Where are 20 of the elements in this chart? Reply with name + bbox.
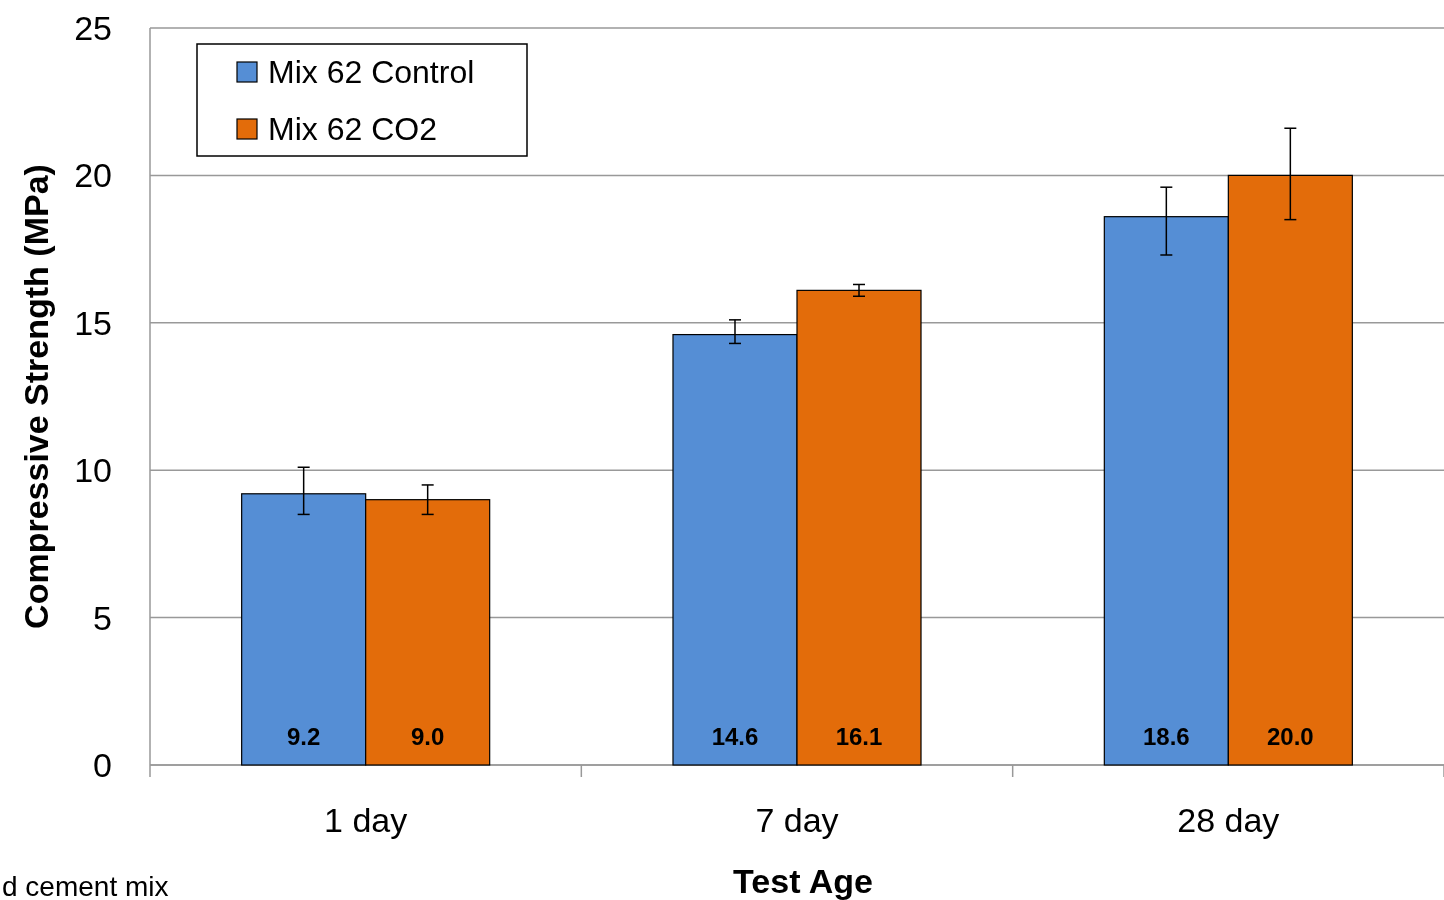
- data-label: 14.6: [711, 723, 759, 750]
- y-tick-label: 5: [93, 598, 112, 637]
- y-tick-label: 0: [93, 745, 112, 784]
- data-label: 9.0: [410, 723, 445, 750]
- text: d cement mix: [2, 871, 169, 900]
- data-label: 20.0: [1266, 723, 1314, 750]
- y-tick-label: 20: [74, 156, 112, 195]
- x-tick-label: 1 day: [324, 801, 408, 839]
- x-tick-label: 7 day: [755, 801, 839, 839]
- x-axis-title: Test Age: [733, 862, 873, 900]
- data-label: 18.6: [1142, 723, 1190, 750]
- legend-label: Mix 62 Control: [268, 54, 475, 91]
- y-tick-label: 10: [74, 451, 112, 490]
- data-label: 16.1: [835, 723, 883, 750]
- x-tick-label: 28 day: [1177, 801, 1280, 839]
- data-label: 9.2: [286, 723, 321, 750]
- legend-label: Mix 62 CO2: [268, 111, 437, 148]
- y-tick-label: 15: [74, 303, 112, 342]
- y-axis-title: Compressive Strength (MPa): [17, 164, 55, 629]
- y-tick-label: 25: [74, 8, 112, 47]
